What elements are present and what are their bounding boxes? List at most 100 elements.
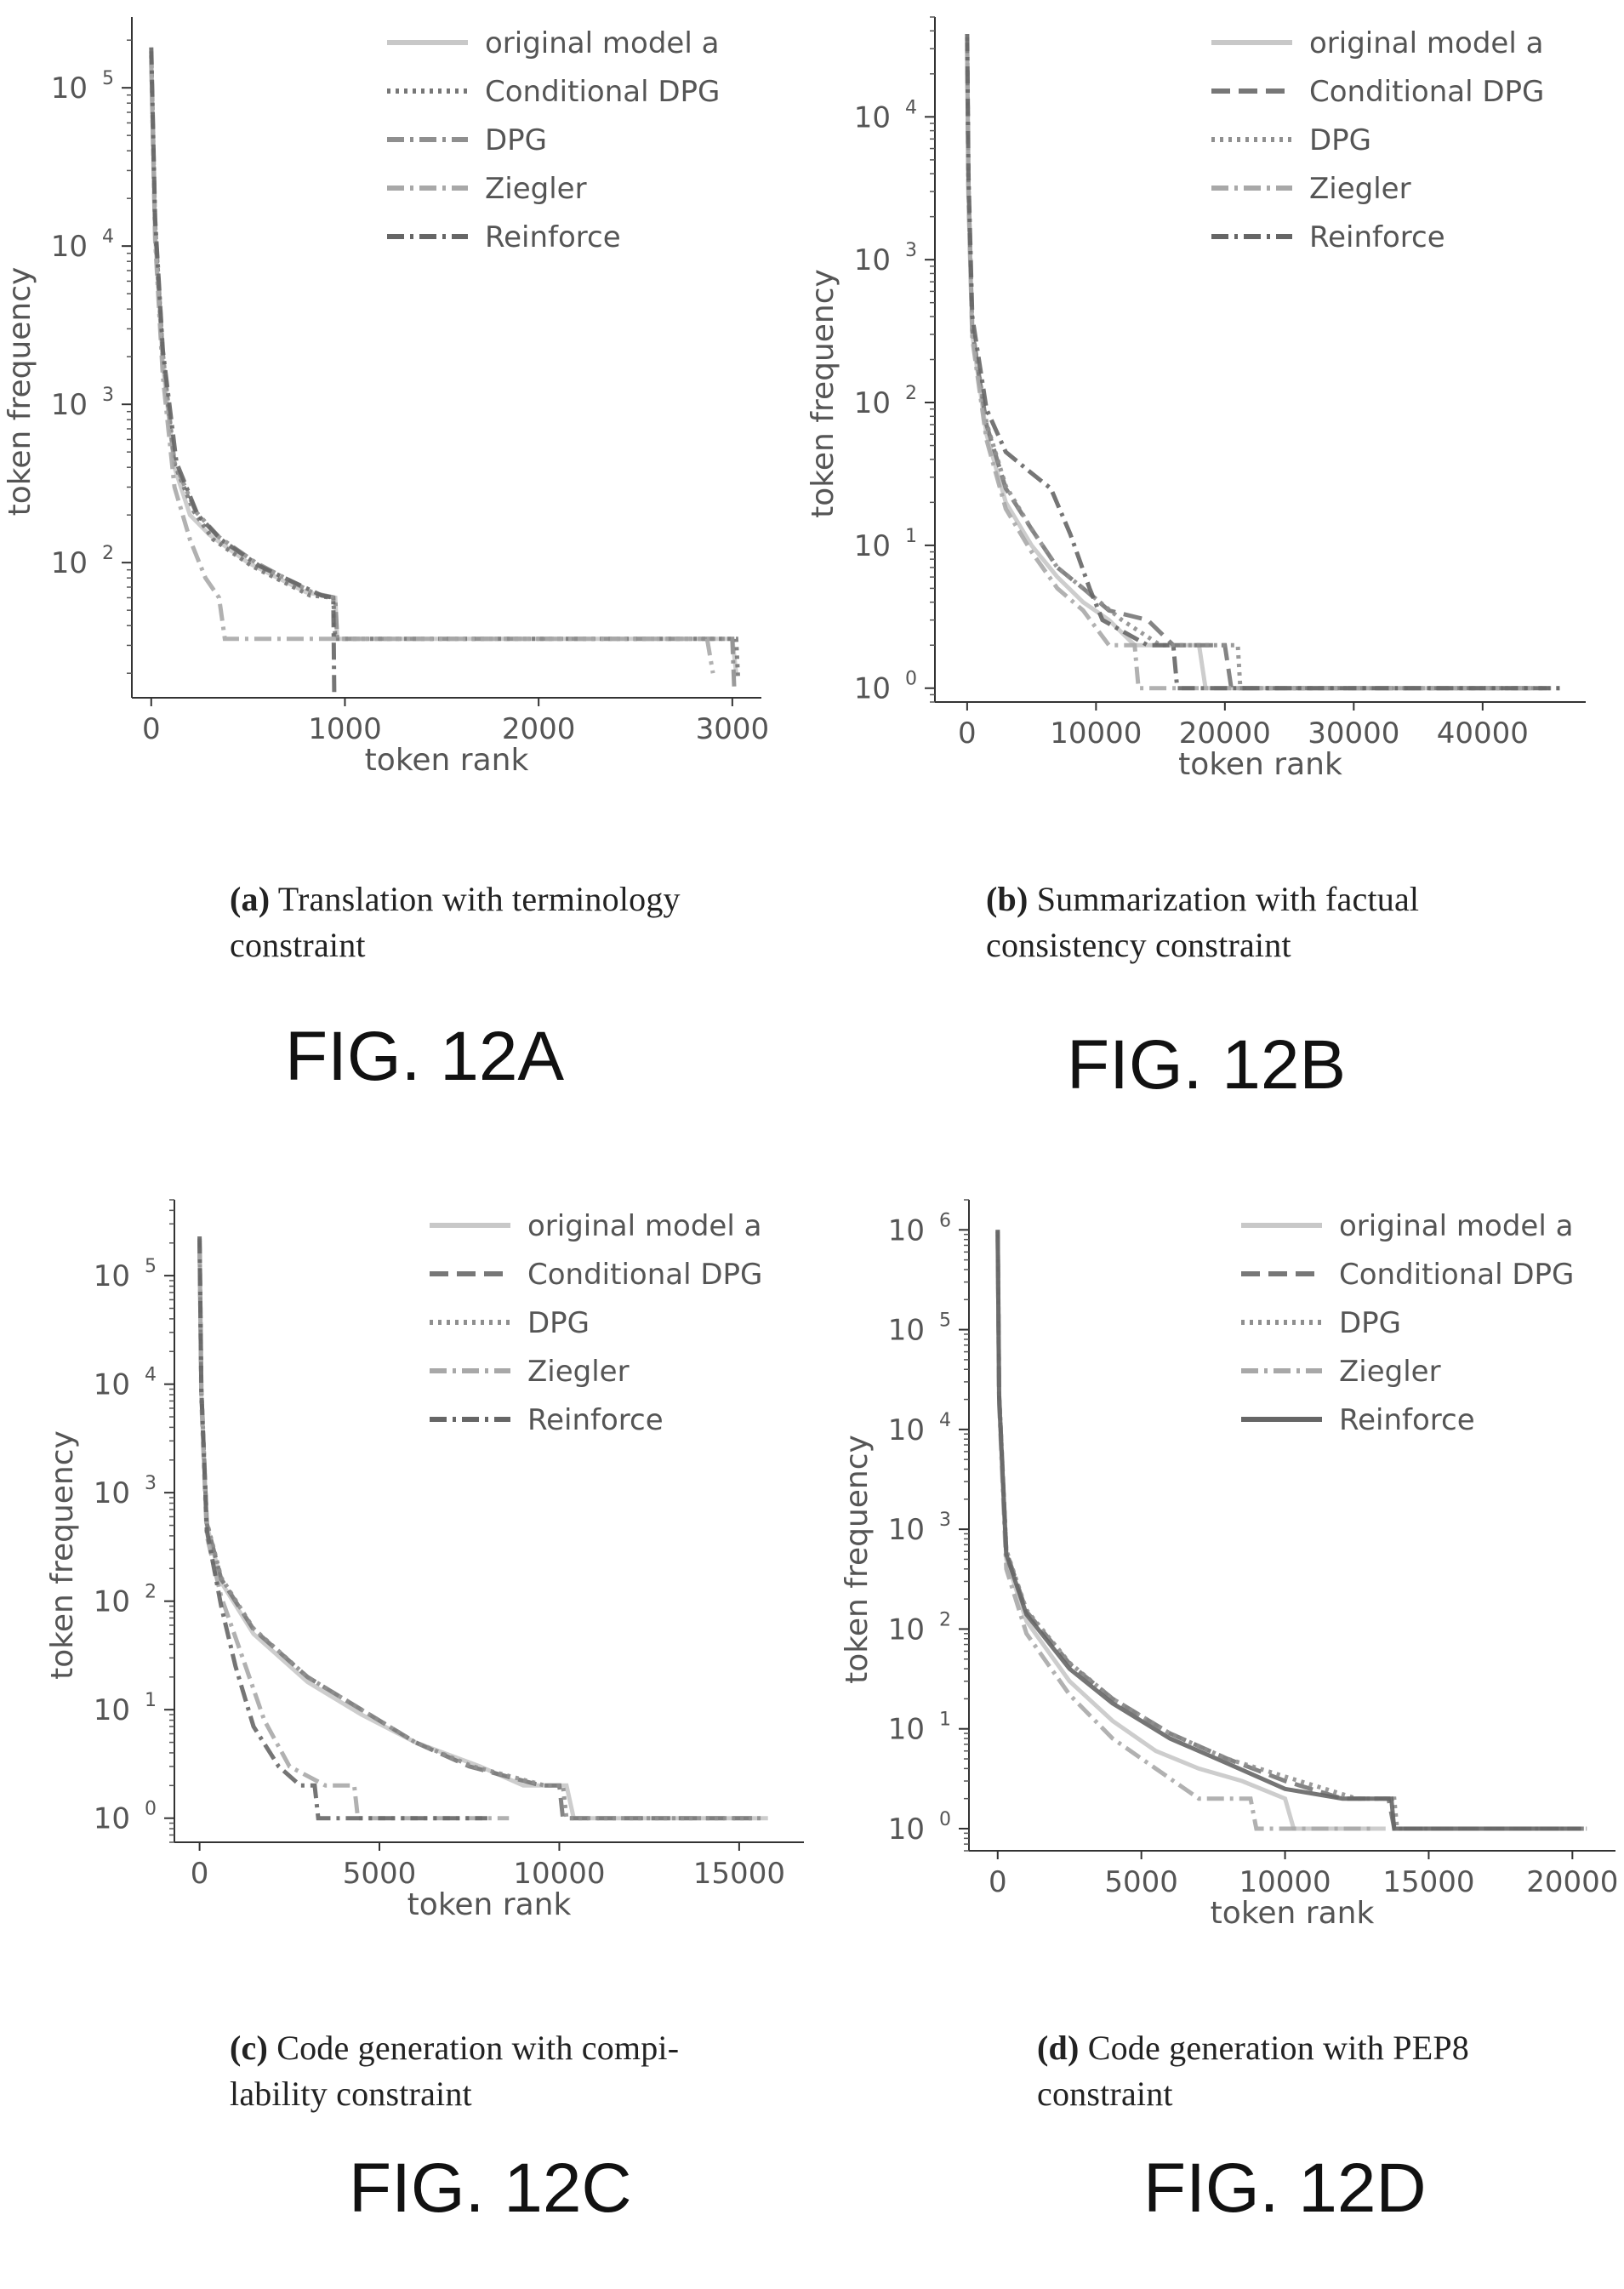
caption-line-2: consistency constraint <box>986 926 1291 964</box>
caption-letter: (c) <box>230 2029 268 2067</box>
legend-label: DPG <box>485 123 547 157</box>
series-line-original-model-a <box>965 49 1535 691</box>
x-axis-label: token rank <box>1211 1896 1375 1931</box>
caption-line-1: Summarization with factual <box>1036 880 1420 918</box>
figure-panel-12d: 0 5000 10000 15000 20000 10 0 10 1 10 2 10 3 10 4 10 5 10… <box>812 1174 1623 2289</box>
y-tick-label-exponent: 4 <box>939 1410 951 1431</box>
y-tick-label-exponent: 6 <box>939 1210 951 1231</box>
series-line-dpg <box>197 1238 761 1821</box>
legend-label: DPG <box>1309 123 1371 157</box>
legend-label: Ziegler <box>527 1355 630 1389</box>
y-tick-label-exponent: 1 <box>939 1710 951 1731</box>
y-tick-label-exponent: 2 <box>939 1609 951 1630</box>
x-axis-label: token rank <box>1178 747 1342 782</box>
chart-12c: 0 5000 10000 15000 10 0 10 1 10 2 10 3 10 4 10 5 token r… <box>45 1199 804 1922</box>
series-line-dpg <box>995 1230 1587 1831</box>
y-tick-label: 10 <box>94 1476 130 1510</box>
y-tick-label-exponent: 5 <box>939 1310 951 1332</box>
y-tick-label: 10 <box>51 388 88 422</box>
legend-label: original model a <box>527 1209 761 1243</box>
chart-12d: 0 5000 10000 15000 20000 10 0 10 1 10 2 10 3 10 4 10 5 10… <box>840 1199 1618 1931</box>
chart-12b: 0 10000 20000 30000 40000 10 0 10 1 10 2 10 3 10 4 toke… <box>806 16 1586 782</box>
x-tick-label: 10000 <box>513 1857 605 1891</box>
y-tick-label: 10 <box>94 1802 130 1836</box>
y-tick-label-exponent: 3 <box>905 240 917 261</box>
y-tick-label-exponent: 3 <box>145 1473 157 1494</box>
y-tick-label: 10 <box>888 1314 925 1348</box>
y-tick-label: 10 <box>51 230 88 264</box>
x-tick-label: 2000 <box>502 712 576 746</box>
y-tick-label: 10 <box>888 1413 925 1447</box>
caption-line-1: Code generation with compi- <box>276 2029 680 2067</box>
y-tick-label-exponent: 2 <box>905 383 917 404</box>
x-axis-label: token rank <box>365 743 529 778</box>
series-line-conditional-dpg <box>197 1240 757 1821</box>
series-line-original-model-a <box>149 60 738 674</box>
legend-label: Reinforce <box>485 220 621 254</box>
y-tick-label-exponent: 4 <box>102 226 114 248</box>
x-axis-label: token rank <box>407 1887 572 1922</box>
fig-label-12b: FIG. 12B <box>1067 1026 1347 1104</box>
x-tick-label: 3000 <box>696 712 770 746</box>
legend-label: Conditional DPG <box>1339 1258 1574 1292</box>
caption-12b: (b) Summarization with factual consisten… <box>986 876 1419 968</box>
legend-label: DPG <box>527 1306 590 1340</box>
y-tick-label: 10 <box>94 1368 130 1402</box>
x-tick-label: 20000 <box>1526 1865 1618 1899</box>
figure-panel-12a: 0 1000 2000 3000 10 2 10 3 10 4 10 5 token rank token… <box>0 0 812 1115</box>
y-tick-label-exponent: 5 <box>145 1256 157 1277</box>
x-tick-label: 20000 <box>1179 716 1271 751</box>
y-tick-label: 10 <box>94 1259 130 1293</box>
caption-line-2: constraint <box>1037 2075 1173 2113</box>
y-tick-label: 10 <box>854 386 891 420</box>
x-tick-label: 5000 <box>343 1857 417 1891</box>
caption-12a: (a) Translation with terminology constra… <box>230 876 681 968</box>
caption-12c: (c) Code generation with compi- lability… <box>230 2025 679 2117</box>
legend-label: Reinforce <box>1309 220 1445 254</box>
legend-label: DPG <box>1339 1306 1401 1340</box>
y-tick-label-exponent: 5 <box>102 68 114 89</box>
legend-label: Conditional DPG <box>485 75 720 109</box>
chart-12a: 0 1000 2000 3000 10 2 10 3 10 4 10 5 token rank token… <box>3 17 770 778</box>
series-line-conditional-dpg <box>995 1231 1584 1831</box>
figure-panel-12b: 0 10000 20000 30000 40000 10 0 10 1 10 2 10 3 10 4 toke… <box>806 0 1623 1115</box>
x-tick-label: 0 <box>958 716 977 751</box>
legend-label: Conditional DPG <box>1309 75 1544 109</box>
y-axis-label: token frequency <box>840 1435 875 1684</box>
y-tick-label: 10 <box>854 529 891 563</box>
caption-line-2: lability constraint <box>230 2075 472 2113</box>
x-tick-label: 0 <box>989 1865 1007 1899</box>
y-tick-label-exponent: 1 <box>905 526 917 547</box>
x-tick-label: 1000 <box>308 712 382 746</box>
y-tick-label: 10 <box>888 1613 925 1647</box>
series-line-ziegler <box>149 64 715 674</box>
y-axis-label: token frequency <box>3 267 37 517</box>
series-line-dpg <box>149 51 737 689</box>
y-tick-label-exponent: 2 <box>145 1582 157 1603</box>
fig-label-12a: FIG. 12A <box>285 1018 565 1095</box>
y-tick-label-exponent: 3 <box>102 385 114 406</box>
series-line-original-model-a <box>197 1242 768 1821</box>
y-tick-label-exponent: 0 <box>939 1809 951 1830</box>
y-tick-label: 10 <box>888 1812 925 1847</box>
series-line-conditional-dpg <box>149 55 741 681</box>
y-tick-label: 10 <box>888 1713 925 1747</box>
y-tick-label-exponent: 3 <box>939 1510 951 1531</box>
y-tick-label: 10 <box>854 243 891 277</box>
caption-line-1: Translation with terminology <box>277 880 681 918</box>
x-tick-label: 30000 <box>1308 716 1399 751</box>
y-tick-label: 10 <box>94 1693 130 1727</box>
x-tick-label: 10000 <box>1239 1865 1331 1899</box>
x-tick-label: 5000 <box>1104 1865 1178 1899</box>
caption-12d: (d) Code generation with PEP8 constraint <box>1037 2025 1469 2117</box>
x-tick-label: 10000 <box>1050 716 1142 751</box>
y-tick-label: 10 <box>888 1513 925 1547</box>
legend-label: original model a <box>1309 26 1543 60</box>
figure-panel-12c: 0 5000 10000 15000 10 0 10 1 10 2 10 3 10 4 10 5 token r… <box>0 1174 812 2289</box>
y-tick-label-exponent: 0 <box>145 1799 157 1820</box>
y-tick-label-exponent: 4 <box>905 97 917 118</box>
y-axis-label: token frequency <box>45 1430 80 1680</box>
y-tick-label: 10 <box>854 672 891 706</box>
y-tick-label-exponent: 0 <box>905 669 917 690</box>
legend-label: Ziegler <box>1339 1355 1441 1389</box>
